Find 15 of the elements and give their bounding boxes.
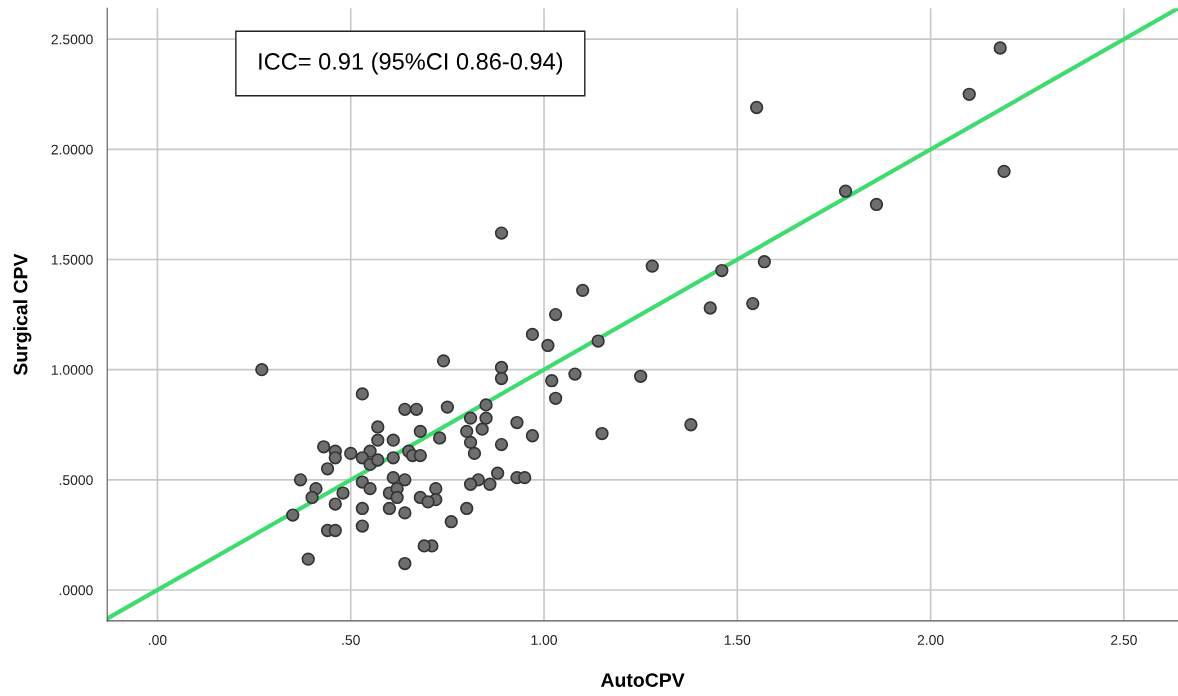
x-tick-label: 2.50 (1111, 635, 1137, 645)
x-tick-label: 2.00 (917, 635, 944, 645)
y-tick-label: .5000 (59, 475, 93, 485)
y-tick-label: 2.0000 (51, 144, 93, 155)
y-tick-label: .0000 (59, 585, 93, 596)
y-axis-title: Surgical CPV (13, 253, 32, 376)
x-tick-label: .50 (342, 635, 360, 645)
x-tick-label: 1.50 (724, 635, 751, 645)
x-tick-label: .00 (149, 635, 167, 645)
y-tick-label: 1.0000 (51, 365, 93, 375)
x-axis-title: AutoCPV (600, 673, 685, 687)
annotation: ICC= 0.91 (95%CI 0.86-0.94) (259, 52, 563, 75)
x-tick-label: 1.00 (531, 635, 557, 645)
y-tick-label: 2.5000 (51, 34, 93, 45)
y-tick-label: 1.5000 (51, 254, 93, 265)
